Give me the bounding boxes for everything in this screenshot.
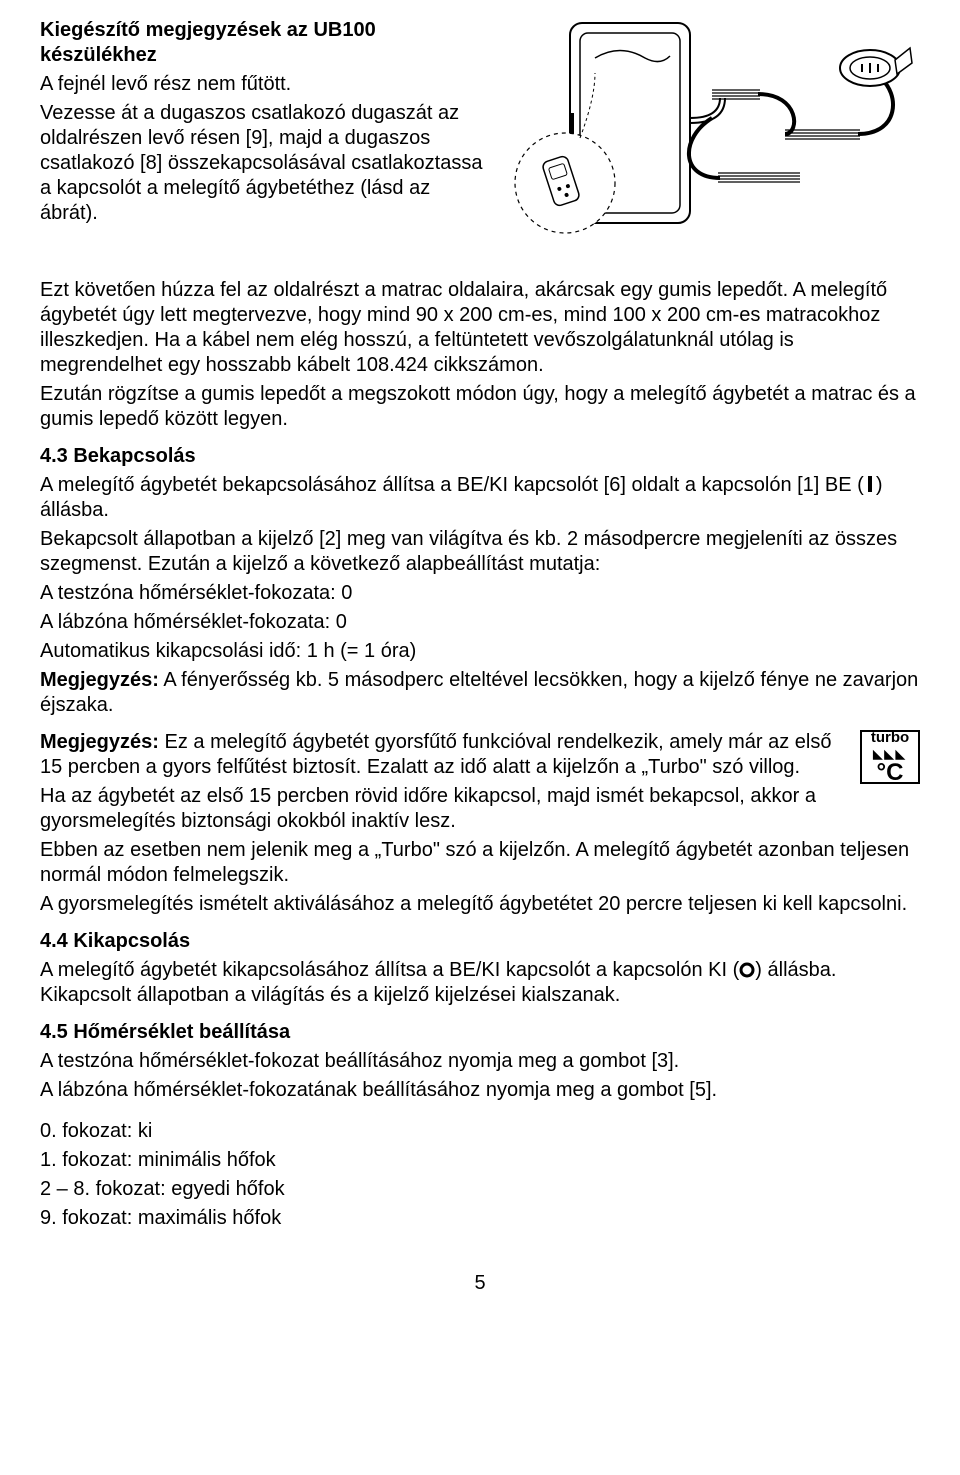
turbo-text-col: Megjegyzés: Ez a melegítő ágybetét gyors… [40, 730, 850, 838]
header-title: Kiegészítő megjegyzések az UB100 készülé… [40, 18, 490, 68]
turbo-paragraph-3: Ebben az esetben nem jelenik meg a „Turb… [40, 838, 920, 888]
turbo-icon-degree: °C [877, 761, 904, 785]
power-on-icon [864, 475, 876, 493]
s45-paragraph-2: A lábzóna hőmérséklet-fokozatának beállí… [40, 1078, 920, 1103]
turbo-paragraph-1: Megjegyzés: Ez a melegítő ágybetét gyors… [40, 730, 850, 780]
s45-level-9: 9. fokozat: maximális hőfok [40, 1206, 920, 1231]
s43-note-text: A fényerősség kb. 5 másodperc elteltével… [40, 669, 918, 716]
s43-default-body: A testzóna hőmérséklet-fokozata: 0 [40, 581, 920, 606]
s44-p1a: A melegítő ágybetét kikapcsolásához állí… [40, 959, 739, 981]
mid-block: Ezt követően húzza fel az oldalrészt a m… [40, 278, 920, 432]
section-4-5-title: 4.5 Hőmérséklet beállítása [40, 1020, 920, 1045]
section-4-3: 4.3 Bekapcsolás A melegítő ágybetét beka… [40, 444, 920, 718]
s43-note: Megjegyzés: A fényerősség kb. 5 másodper… [40, 668, 920, 718]
s43-line-1: A melegítő ágybetét bekapcsolásához állí… [40, 473, 920, 523]
turbo-row: Megjegyzés: Ez a melegítő ágybetét gyors… [40, 730, 920, 838]
header-row: Kiegészítő megjegyzések az UB100 készülé… [40, 18, 920, 248]
section-4-4-title: 4.4 Kikapcsolás [40, 929, 920, 954]
turbo-note-label: Megjegyzés: [40, 731, 159, 753]
section-4-4: 4.4 Kikapcsolás A melegítő ágybetét kika… [40, 929, 920, 1008]
s44-paragraph: A melegítő ágybetét kikapcsolásához állí… [40, 958, 920, 1008]
mid-paragraph-1: Ezt követően húzza fel az oldalrészt a m… [40, 278, 920, 378]
s43-default-feet: A lábzóna hőmérséklet-fokozata: 0 [40, 610, 920, 635]
s45-level-1: 1. fokozat: minimális hőfok [40, 1148, 920, 1173]
turbo-icon-word: turbo [871, 729, 909, 748]
header-paragraph: Vezesse át a dugaszos csatlakozó dugaszá… [40, 101, 490, 226]
s45-level-0: 0. fokozat: ki [40, 1119, 920, 1144]
s43-default-timer: Automatikus kikapcsolási idő: 1 h (= 1 ó… [40, 639, 920, 664]
turbo-paragraph-2: Ha az ágybetét az első 15 percben rövid … [40, 784, 850, 834]
mid-paragraph-2: Ezután rögzítse a gumis lepedőt a megszo… [40, 382, 920, 432]
turbo-block: Megjegyzés: Ez a melegítő ágybetét gyors… [40, 730, 920, 917]
page-number: 5 [40, 1271, 920, 1296]
section-4-5: 4.5 Hőmérséklet beállítása A testzóna hő… [40, 1020, 920, 1231]
s43-note-label: Megjegyzés: [40, 669, 159, 691]
turbo-icon: turbo ◣◣◣ °C [860, 730, 920, 784]
s45-paragraph-1: A testzóna hőmérséklet-fokozat beállítás… [40, 1049, 920, 1074]
turbo-p1-text: Ez a melegítő ágybetét gyorsfűtő funkció… [40, 731, 832, 778]
turbo-paragraph-4: A gyorsmelegítés ismételt aktiválásához … [40, 892, 920, 917]
page-root: Kiegészítő megjegyzések az UB100 készülé… [0, 0, 960, 1326]
header-subtitle: A fejnél levő rész nem fűtött. [40, 72, 490, 97]
header-text-column: Kiegészítő megjegyzések az UB100 készülé… [40, 18, 490, 230]
connector-diagram [500, 18, 920, 248]
s43-paragraph-2: Bekapcsolt állapotban a kijelző [2] meg … [40, 527, 920, 577]
s45-level-2-8: 2 – 8. fokozat: egyedi hőfok [40, 1177, 920, 1202]
power-off-icon [739, 962, 755, 978]
s43-p1a: A melegítő ágybetét bekapcsolásához állí… [40, 474, 864, 496]
section-4-3-title: 4.3 Bekapcsolás [40, 444, 920, 469]
